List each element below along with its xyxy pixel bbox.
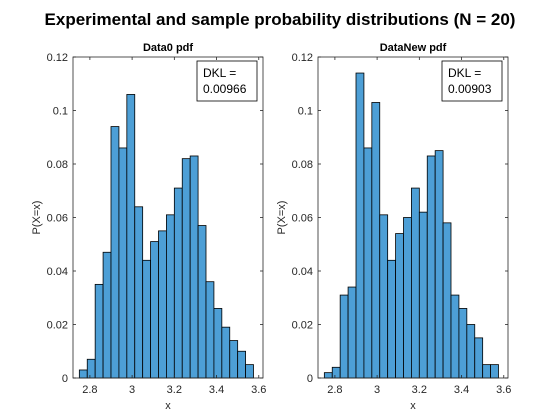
y-tick-label: 0.02 [292, 320, 313, 332]
y-axis-label: P(X=x) [276, 201, 288, 235]
histogram-bar [450, 294, 460, 379]
histogram-bar [205, 281, 215, 379]
histogram-bar [142, 259, 151, 379]
histogram-bar [166, 214, 175, 379]
histogram-bar [482, 364, 491, 379]
y-tick-label: 0.1 [298, 106, 313, 118]
histogram-bar [158, 230, 167, 379]
histogram-bar [150, 241, 159, 379]
dkl-annotation-line: DKL = [448, 66, 481, 80]
x-tick-label: 3.2 [412, 384, 427, 396]
y-tick-label: 0.06 [47, 213, 68, 225]
histogram-bar [102, 251, 112, 379]
histogram-bar [387, 259, 396, 379]
dkl-annotation-line: 0.00966 [203, 82, 247, 96]
x-tick-label: 3.2 [167, 384, 182, 396]
histogram-bar [403, 217, 412, 379]
histogram-bar [94, 283, 104, 379]
histogram-bar [173, 187, 183, 379]
x-tick-label: 3.4 [209, 384, 224, 396]
histogram-bar [395, 233, 404, 379]
histogram-bar [331, 366, 341, 379]
y-tick-label: 0.04 [292, 266, 313, 278]
histogram-bar [379, 214, 389, 379]
x-axis-label: x [165, 400, 171, 412]
histogram-bar [339, 294, 349, 379]
figure-title: Experimental and sample probability dist… [45, 10, 516, 29]
y-tick-label: 0.04 [47, 266, 68, 278]
histogram-bar [134, 206, 144, 379]
dkl-annotation-box [196, 60, 258, 102]
histogram-bar [221, 326, 231, 379]
x-axis-label: x [410, 400, 416, 412]
y-tick-label: 0.12 [292, 52, 313, 64]
y-tick-label: 0.02 [47, 320, 68, 332]
histogram-bar [434, 150, 444, 379]
histogram-bar [371, 102, 381, 379]
axes-title: DataNew pdf [380, 42, 447, 54]
x-tick-label: 3 [129, 384, 135, 396]
histogram-bar [363, 147, 373, 379]
histogram-bar [418, 211, 428, 379]
x-tick-label: 3.6 [251, 384, 266, 396]
histogram-bar [118, 147, 128, 379]
histogram-bar [426, 155, 436, 379]
y-tick-label: 0.1 [53, 106, 68, 118]
histogram-bar [355, 72, 365, 379]
histogram-bar [347, 286, 357, 379]
y-tick-label: 0.12 [47, 52, 68, 64]
dkl-annotation-box [441, 60, 503, 102]
panel-datanew: 2.8 3 3.2 3.4 3.6 0 0.02 0.04 0.06 0.08 0.1 0.12 Dat… [276, 42, 511, 412]
histogram-bar [474, 337, 484, 379]
histogram-bar [229, 340, 239, 379]
histogram-bar [411, 187, 420, 379]
histogram-bar [237, 350, 246, 379]
histogram-bar [323, 372, 333, 379]
dkl-annotation-line: 0.00903 [448, 82, 492, 96]
histogram-bar [189, 155, 199, 379]
x-tick-label: 2.8 [327, 384, 342, 396]
y-tick-label: 0 [62, 373, 68, 385]
histogram-bar [110, 126, 120, 379]
histogram-bar [86, 358, 96, 379]
histogram-bar [245, 364, 254, 379]
histogram-bar [490, 364, 499, 379]
histogram-bar [466, 324, 476, 379]
y-tick-label: 0.06 [292, 213, 313, 225]
histogram-bar [213, 308, 223, 379]
panel-data0: 2.8 3 3.2 3.4 3.6 0 0.02 0.04 0.06 0.08 0.1 0.12 Dat… [31, 42, 266, 412]
y-tick-label: 0 [307, 373, 313, 385]
histogram-bar [181, 158, 191, 379]
histogram-bar [458, 308, 468, 379]
y-axis-label: P(X=x) [31, 201, 43, 235]
x-tick-label: 3.6 [496, 384, 511, 396]
histogram-bar [126, 94, 136, 379]
histogram-bar [442, 222, 452, 379]
histogram-bar [78, 369, 88, 379]
x-tick-label: 3.4 [454, 384, 469, 396]
histogram-bar [197, 225, 207, 379]
y-tick-label: 0.08 [47, 159, 68, 171]
x-tick-label: 3 [374, 384, 380, 396]
axes-title: Data0 pdf [143, 42, 193, 54]
x-tick-label: 2.8 [82, 384, 97, 396]
y-tick-label: 0.08 [292, 159, 313, 171]
dkl-annotation-line: DKL = [203, 66, 236, 80]
